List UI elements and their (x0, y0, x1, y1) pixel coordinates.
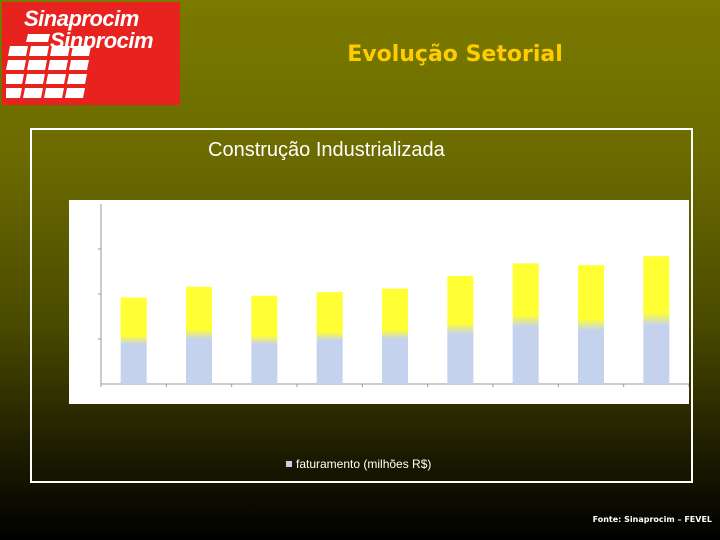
bar (186, 286, 212, 384)
source-note: Fonte: Sinaprocim – FEVEL (592, 515, 712, 524)
chart-legend: faturamento (milhões R$) (286, 457, 431, 471)
logo-text-sinprocim: Sinprocim (50, 28, 154, 53)
legend-label: faturamento (milhões R$) (296, 457, 432, 471)
bar (512, 263, 539, 384)
bar (447, 276, 474, 384)
bar (578, 265, 604, 384)
plot-area (69, 200, 689, 404)
chart-frame (30, 128, 693, 483)
bar (382, 288, 408, 384)
logo-grid-mark (6, 34, 91, 98)
bar (251, 295, 278, 384)
legend-swatch (286, 460, 292, 467)
chart-title: Construção Industrializada (208, 139, 445, 161)
bar (120, 297, 147, 384)
sinaprocim-logo: Sinaprocim Sinprocim (2, 2, 180, 105)
logo-text-sinaprocim: Sinaprocim (24, 6, 139, 31)
bar (643, 256, 670, 384)
slide-title: Evolução Setorial (347, 42, 563, 67)
bar (316, 292, 343, 384)
bar-chart (98, 204, 689, 387)
